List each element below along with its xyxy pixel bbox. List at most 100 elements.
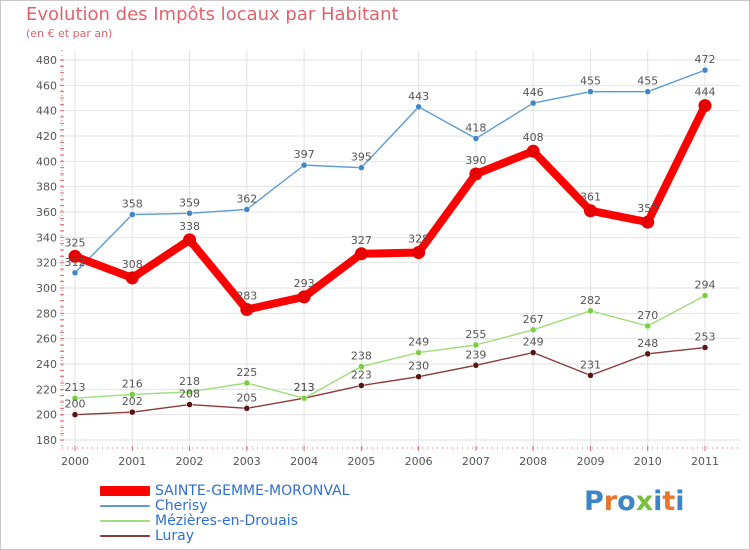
data-point <box>415 349 422 356</box>
y-tick-label: 240 <box>36 358 57 371</box>
proxiti-logo: Proxiti <box>584 486 685 517</box>
legend-label: Cherisy <box>155 498 208 514</box>
data-point <box>297 290 311 304</box>
data-label: 202 <box>122 395 143 408</box>
data-label: 455 <box>580 75 601 88</box>
data-label: 312 <box>65 256 86 269</box>
chart-title: Evolution des Impôts locaux par Habitant <box>26 4 399 25</box>
data-label: 238 <box>351 350 372 363</box>
logo-letter: o <box>617 486 636 517</box>
y-tick-label: 220 <box>36 383 57 396</box>
data-label: 443 <box>408 90 429 103</box>
data-point <box>240 303 254 317</box>
data-label: 325 <box>65 236 86 249</box>
logo-letter: i <box>675 486 685 517</box>
data-label: 359 <box>179 196 200 209</box>
data-label: 472 <box>695 53 716 66</box>
y-tick-label: 360 <box>36 206 57 219</box>
data-point <box>358 363 365 370</box>
data-label: 267 <box>523 313 544 326</box>
data-point <box>529 326 537 334</box>
data-point <box>644 322 651 330</box>
y-tick-label: 280 <box>36 307 57 320</box>
data-point <box>300 161 308 169</box>
data-point <box>587 372 594 379</box>
y-tick-label: 380 <box>36 181 57 194</box>
data-label: 205 <box>236 391 257 404</box>
data-label: 225 <box>236 366 257 379</box>
data-label: 390 <box>465 154 486 167</box>
x-tick-label: 2003 <box>233 455 261 468</box>
data-point <box>125 271 139 285</box>
data-label: 308 <box>122 258 143 271</box>
legend-label: Luray <box>155 528 195 544</box>
series-lines <box>68 66 712 418</box>
x-tick-label: 2004 <box>290 455 318 468</box>
x-tick-label: 2008 <box>519 455 547 468</box>
y-tick-label: 300 <box>36 282 57 295</box>
data-label: 230 <box>408 360 429 373</box>
data-point <box>526 144 540 158</box>
data-label: 358 <box>122 198 143 211</box>
data-label: 213 <box>294 381 315 394</box>
data-label: 249 <box>408 336 429 349</box>
logo-letter: P <box>584 486 604 517</box>
data-label: 253 <box>695 331 716 344</box>
y-tick-label: 480 <box>36 54 57 67</box>
logo-letter: x <box>635 486 654 517</box>
data-label: 293 <box>294 277 315 290</box>
data-label: 294 <box>695 279 716 292</box>
data-point <box>243 379 251 387</box>
y-tick-label: 420 <box>36 130 57 143</box>
y-tick-label: 200 <box>36 409 57 422</box>
data-point <box>472 135 480 142</box>
y-tick-label: 180 <box>36 434 57 447</box>
x-tick-label: 2001 <box>118 455 146 468</box>
data-label: 338 <box>179 220 200 233</box>
data-point <box>644 88 651 95</box>
series-line <box>74 294 706 399</box>
x-tick-label: 2005 <box>347 455 375 468</box>
data-point <box>529 99 537 107</box>
data-point <box>644 350 651 358</box>
data-label: 395 <box>351 151 372 164</box>
y-tick-label: 400 <box>36 155 57 168</box>
data-point <box>698 99 712 113</box>
logo-letter: t <box>662 486 676 517</box>
series-line <box>74 346 706 416</box>
data-point <box>183 233 197 247</box>
data-label: 239 <box>465 348 486 361</box>
data-point <box>415 103 422 111</box>
data-point <box>701 292 709 299</box>
data-point <box>243 405 251 412</box>
data-label: 200 <box>65 398 86 411</box>
data-point <box>587 88 594 95</box>
data-point <box>587 307 594 315</box>
data-label: 218 <box>179 375 200 388</box>
gridlines <box>64 50 740 448</box>
data-point <box>186 210 193 217</box>
legend-label: Mézières-en-Drouais <box>155 513 298 529</box>
data-point <box>358 164 365 171</box>
data-point <box>71 394 79 402</box>
data-point <box>243 206 251 213</box>
x-tick-label: 2006 <box>405 455 433 468</box>
data-point <box>472 362 480 369</box>
data-label: 208 <box>179 388 200 401</box>
data-label: 282 <box>580 294 601 307</box>
data-point <box>186 401 193 408</box>
data-point <box>469 167 483 181</box>
x-tick-label: 2009 <box>576 455 604 468</box>
legend-label: SAINTE-GEMME-MORONVAL <box>155 483 350 499</box>
logo-letter: r <box>603 486 618 517</box>
data-label: 213 <box>65 381 86 394</box>
data-label: 327 <box>351 234 372 247</box>
data-label: 270 <box>637 309 658 322</box>
data-point <box>472 341 480 349</box>
legend-swatch <box>100 486 150 496</box>
axes: 180 200 220 240 260 280 300 320 340 360 380 400 420 4… <box>36 50 740 468</box>
y-tick-label: 320 <box>36 257 57 270</box>
series-line <box>74 69 706 274</box>
data-label: 361 <box>580 191 601 204</box>
data-label: 231 <box>580 358 601 371</box>
